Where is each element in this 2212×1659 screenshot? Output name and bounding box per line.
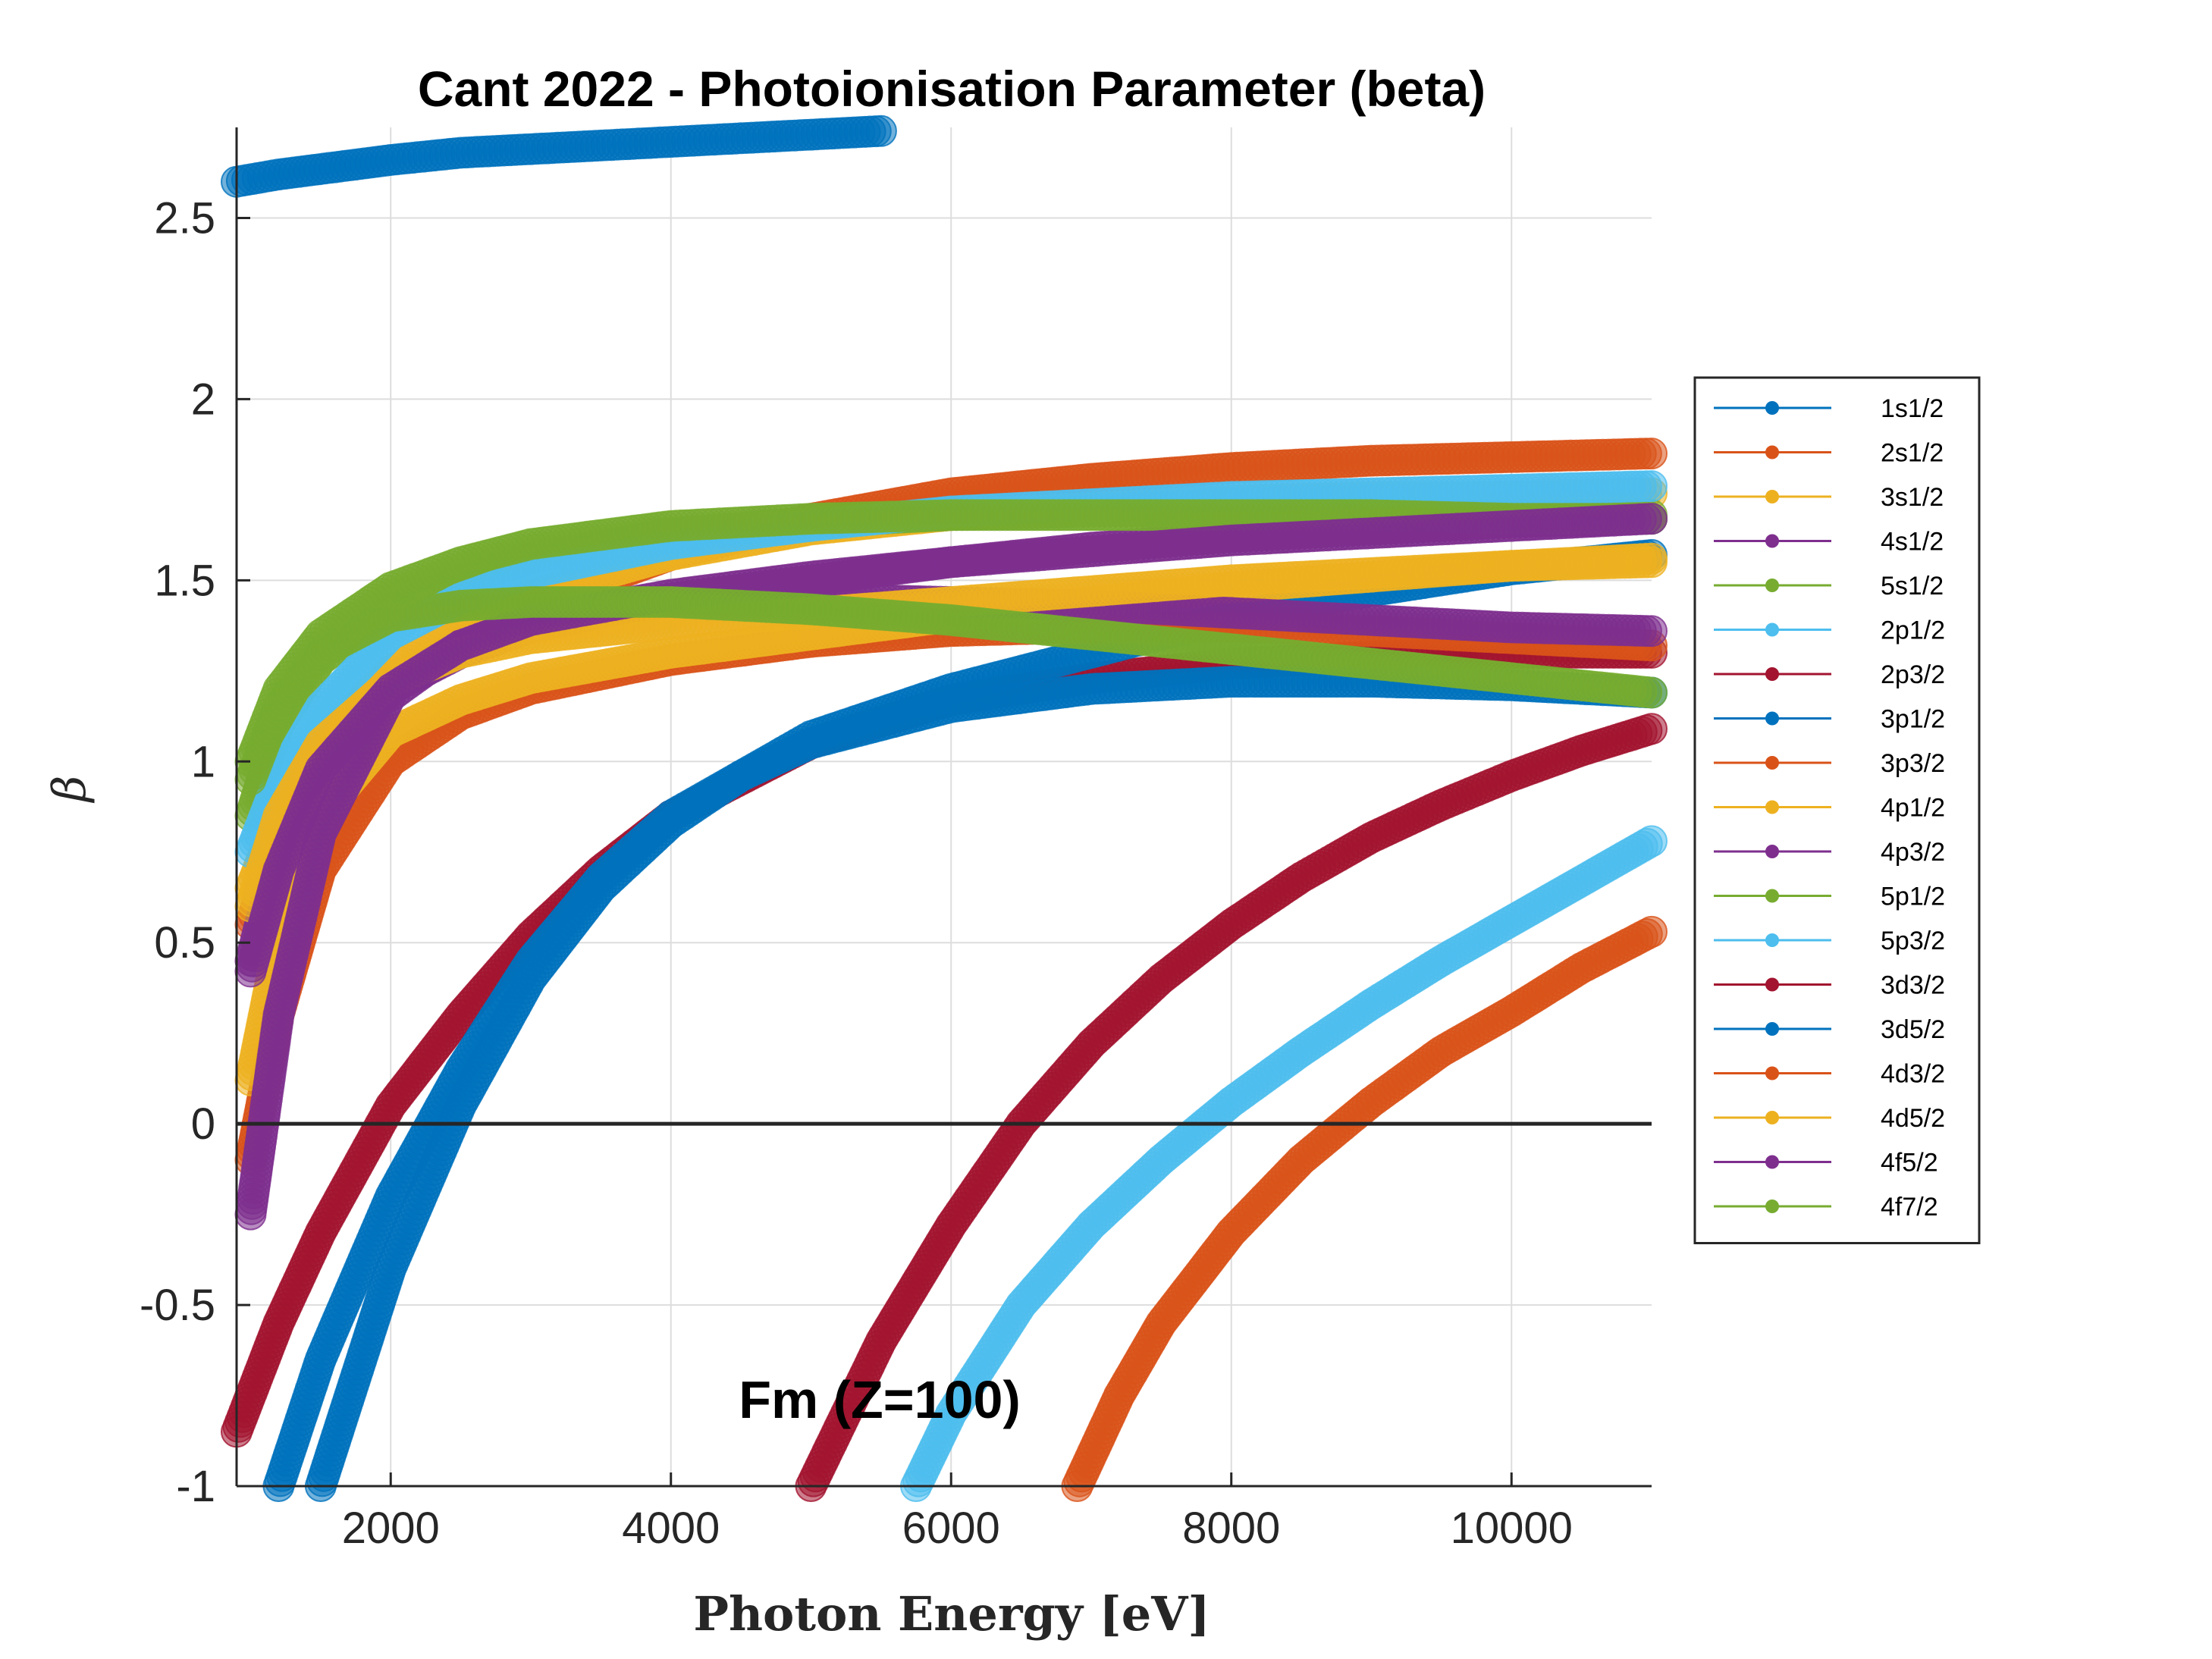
data-point <box>1636 915 1668 948</box>
data-point <box>1636 546 1668 579</box>
data-point <box>1636 615 1668 648</box>
plot-area <box>221 114 1668 1502</box>
data-point <box>1636 713 1668 745</box>
data-point <box>864 114 897 147</box>
data-point <box>1636 825 1668 858</box>
series-1s1/2 <box>221 114 897 198</box>
data-point <box>1636 437 1668 470</box>
data-point <box>1636 470 1668 503</box>
